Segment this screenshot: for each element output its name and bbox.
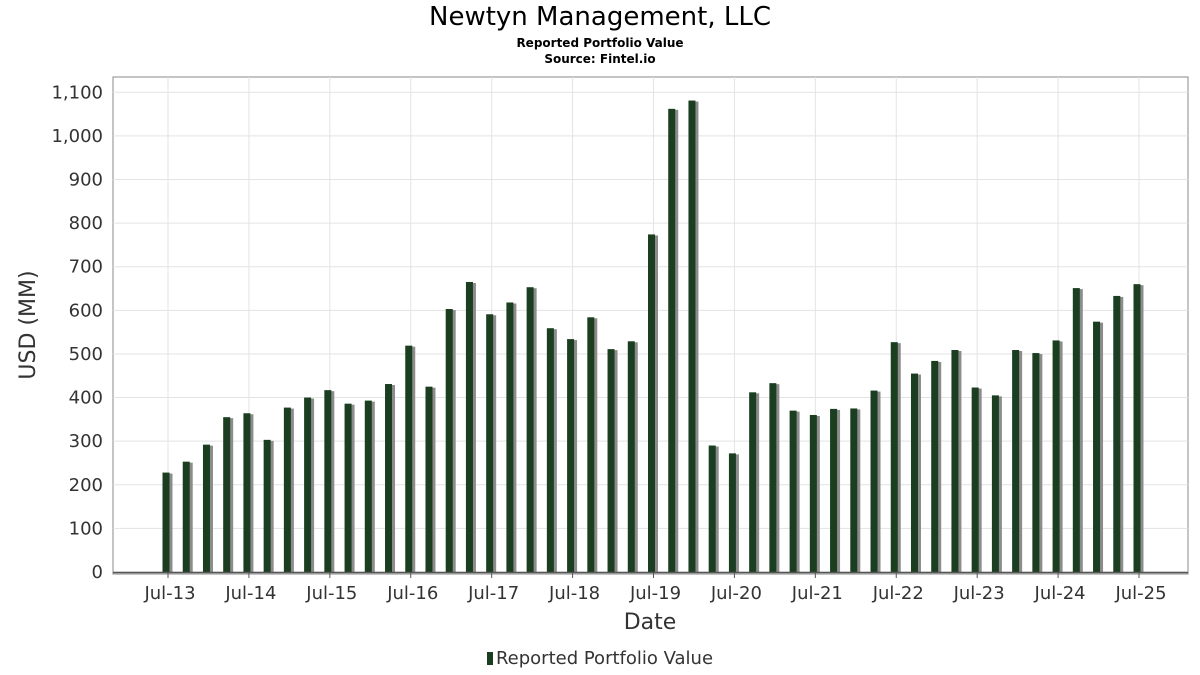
bar bbox=[364, 400, 372, 572]
bar bbox=[1052, 340, 1060, 572]
bar bbox=[648, 234, 655, 572]
bar bbox=[445, 309, 453, 572]
y-tick-label: 900 bbox=[69, 169, 103, 190]
x-tick-label: Jul-22 bbox=[872, 583, 924, 604]
bar bbox=[1032, 353, 1040, 572]
bar bbox=[627, 341, 635, 572]
chart-plot: 0 100 200 300 400 500 600 700 800 900 1,000 1,100 J… bbox=[16, 76, 1189, 635]
x-tick-label: Jul-15 bbox=[305, 583, 357, 604]
y-tick-label: 700 bbox=[69, 257, 103, 278]
x-tick-label: Jul-20 bbox=[710, 583, 762, 604]
x-axis-title: Date bbox=[624, 610, 677, 635]
y-tick-labels: 0 100 200 300 400 500 600 700 800 900 1,000 1,100 bbox=[51, 82, 103, 583]
y-tick-label: 200 bbox=[69, 475, 103, 496]
y-tick-label: 300 bbox=[69, 431, 103, 452]
legend: Reported Portfolio Value bbox=[0, 648, 1200, 669]
bar bbox=[809, 414, 817, 572]
chart-subtitle: Reported Portfolio Value bbox=[516, 36, 684, 50]
bar bbox=[385, 384, 393, 572]
bar bbox=[708, 445, 716, 572]
bar bbox=[910, 373, 918, 572]
bar bbox=[1113, 295, 1121, 572]
bar bbox=[769, 383, 777, 572]
bar bbox=[951, 350, 959, 572]
bars bbox=[162, 100, 1144, 572]
bar bbox=[486, 314, 494, 572]
x-tick-label: Jul-17 bbox=[467, 583, 519, 604]
y-tick-label: 1,100 bbox=[51, 82, 103, 103]
bar bbox=[789, 410, 797, 572]
y-tick-label: 1,000 bbox=[51, 126, 103, 147]
x-tick-label: Jul-14 bbox=[224, 583, 276, 604]
x-tick-labels: Jul-13 Jul-14 Jul-15 Jul-16 Jul-17 Jul-18 Jul-… bbox=[143, 572, 1167, 604]
bar bbox=[1093, 321, 1101, 572]
bar bbox=[749, 392, 757, 572]
bar bbox=[425, 386, 433, 572]
x-tick-label: Jul-23 bbox=[953, 583, 1005, 604]
legend-label: Reported Portfolio Value bbox=[495, 648, 714, 669]
bar bbox=[465, 281, 473, 572]
bar bbox=[991, 395, 999, 572]
bar bbox=[202, 444, 210, 572]
bar bbox=[506, 302, 514, 572]
bar bbox=[890, 342, 898, 572]
legend-swatch bbox=[486, 652, 493, 665]
bar bbox=[283, 407, 291, 572]
x-tick-label: Jul-16 bbox=[386, 583, 438, 604]
bar bbox=[587, 317, 595, 572]
y-tick-label: 400 bbox=[69, 388, 103, 409]
bar bbox=[304, 397, 312, 572]
chart-source: Source: Fintel.io bbox=[544, 52, 656, 66]
bar bbox=[243, 413, 251, 572]
bar bbox=[870, 390, 878, 572]
y-tick-label: 600 bbox=[69, 300, 103, 321]
bar bbox=[1133, 284, 1141, 572]
y-tick-label: 100 bbox=[69, 518, 103, 539]
x-tick-label: Jul-25 bbox=[1114, 583, 1166, 604]
bar bbox=[526, 287, 534, 572]
x-tick-label: Jul-19 bbox=[629, 583, 681, 604]
x-tick-label: Jul-13 bbox=[143, 583, 195, 604]
x-tick-label: Jul-18 bbox=[548, 583, 600, 604]
y-tick-label: 500 bbox=[69, 344, 103, 365]
y-tick-label: 800 bbox=[69, 213, 103, 234]
x-tick-label: Jul-24 bbox=[1034, 583, 1086, 604]
bar bbox=[344, 403, 352, 572]
bar bbox=[688, 100, 696, 572]
bar bbox=[971, 387, 979, 572]
bar bbox=[162, 472, 170, 572]
bar bbox=[1012, 350, 1020, 572]
bar bbox=[182, 461, 190, 572]
chart-title: Newtyn Management, LLC bbox=[429, 2, 771, 32]
y-tick-label: 0 bbox=[92, 562, 103, 583]
y-axis-title: USD (MM) bbox=[16, 270, 41, 379]
bar bbox=[324, 390, 332, 572]
bar bbox=[830, 408, 838, 572]
bar bbox=[223, 417, 231, 572]
bar bbox=[546, 328, 554, 572]
bar bbox=[405, 345, 413, 572]
bar bbox=[931, 360, 939, 572]
bar bbox=[567, 339, 575, 572]
bar bbox=[607, 349, 615, 572]
bar bbox=[728, 453, 736, 572]
x-tick-label: Jul-21 bbox=[791, 583, 843, 604]
bar bbox=[263, 439, 271, 572]
bar bbox=[1072, 288, 1080, 572]
bar bbox=[850, 408, 858, 572]
bar bbox=[668, 108, 676, 572]
